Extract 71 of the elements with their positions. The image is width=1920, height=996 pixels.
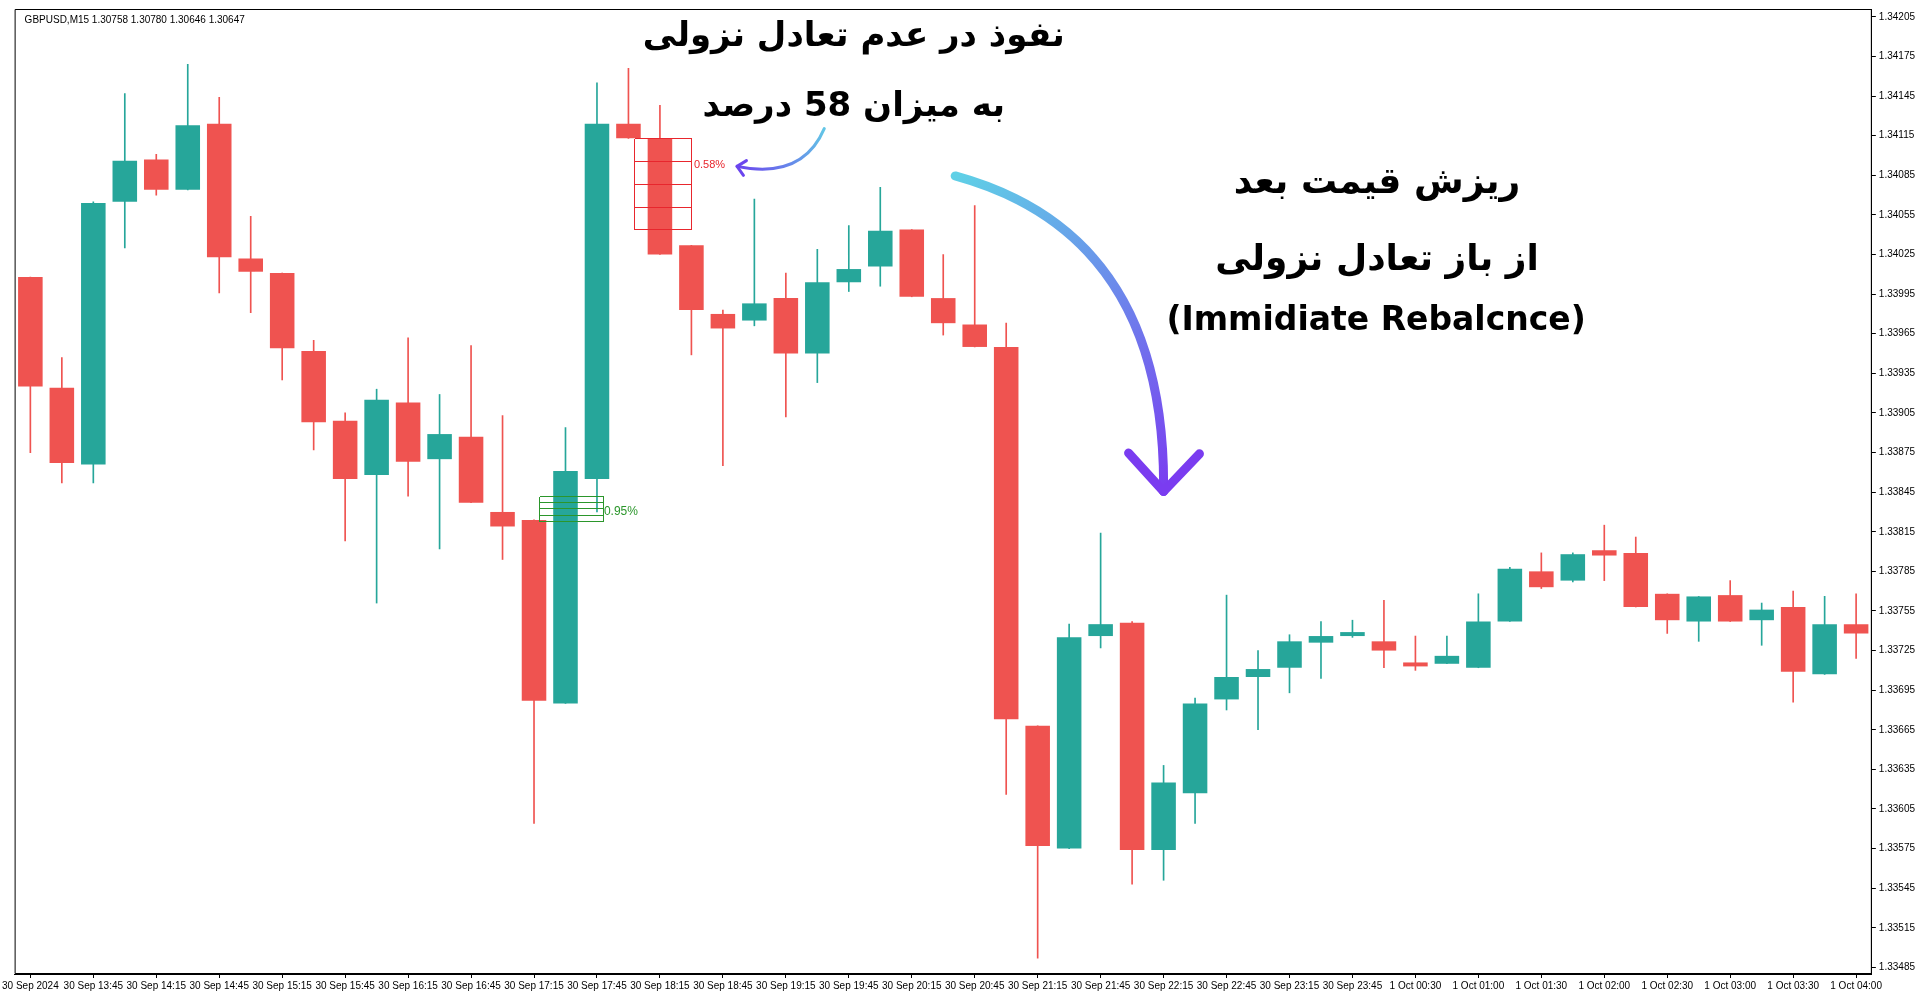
x-tick-label: 30 Sep 19:45 (819, 979, 879, 991)
y-tick-label: 1.33725 (1878, 644, 1916, 656)
x-tick-label: 1 Oct 03:30 (1767, 979, 1820, 991)
x-tick-label: 30 Sep 14:15 (126, 979, 187, 991)
x-tick-label: 1 Oct 00:30 (1389, 979, 1442, 991)
x-tick-label: 30 Sep 20:15 (882, 979, 942, 991)
annotation: 0.95% (603, 504, 639, 519)
y-tick-label: 1.34145 (1878, 89, 1916, 101)
y-tick-label: 1.33635 (1878, 763, 1916, 775)
x-tick-label: 30 Sep 21:15 (1007, 979, 1068, 991)
x-tick-label: 30 Sep 23:45 (1322, 979, 1383, 991)
x-tick-label: 30 Sep 15:15 (252, 979, 313, 991)
x-tick-label: 30 Sep 2024 (2, 979, 60, 991)
y-tick-label: 1.33545 (1878, 881, 1916, 893)
x-tick-label: 30 Sep 15:45 (315, 979, 376, 991)
y-tick-label: 1.34085 (1878, 169, 1916, 181)
y-tick-label: 1.33995 (1878, 287, 1916, 299)
y-tick-label: 1.34055 (1878, 208, 1916, 220)
y-tick-label: 1.33485 (1878, 961, 1916, 973)
x-tick-label: 1 Oct 03:00 (1704, 979, 1757, 991)
y-tick-label: 1.33605 (1878, 802, 1916, 814)
y-tick-label: 1.33755 (1878, 604, 1916, 616)
candlestick (1749, 602, 1774, 646)
x-tick-label: 1 Oct 02:30 (1641, 979, 1694, 991)
y-tick-label: 1.33965 (1878, 327, 1916, 339)
candlestick (1592, 524, 1617, 581)
x-tick-label: 30 Sep 13:45 (63, 979, 124, 991)
annotation: 0.58% (693, 158, 726, 171)
x-tick-label: 30 Sep 22:45 (1196, 979, 1257, 991)
y-tick-label: 1.33575 (1878, 842, 1916, 854)
y-tick-label: 1.33665 (1878, 723, 1916, 735)
candlestick (1371, 600, 1397, 669)
text: GBPUSD,M15 1.30758 1.30780 1.30646 1.30647 (24, 13, 246, 25)
x-tick-label: 30 Sep 18:45 (693, 979, 754, 991)
annotation: (Immidiate Rebalcnce) (1166, 299, 1586, 339)
candlestick (962, 205, 987, 348)
y-tick-label: 1.33695 (1878, 683, 1916, 695)
x-tick-label: 30 Sep 21:45 (1070, 979, 1131, 991)
x-tick-label: 30 Sep 16:45 (441, 979, 502, 991)
candlestick (1308, 621, 1334, 679)
y-tick-label: 1.33905 (1878, 406, 1916, 418)
x-tick-label: 1 Oct 01:00 (1452, 979, 1505, 991)
x-tick-label: 30 Sep 14:45 (189, 979, 250, 991)
y-tick-label: 1.33515 (1878, 921, 1916, 933)
y-tick-label: 1.34115 (1878, 129, 1915, 141)
x-tick-label: 30 Sep 22:15 (1133, 979, 1194, 991)
candlestick (710, 309, 736, 467)
y-tick-label: 1.33815 (1878, 525, 1916, 537)
annotation: ریزش قیمت بعد از باز تعادل نزولی (1215, 160, 1539, 280)
y-tick-label: 1.34175 (1878, 50, 1916, 62)
x-tick-label: 1 Oct 02:00 (1578, 979, 1631, 991)
y-tick-label: 1.34205 (1878, 10, 1916, 22)
annotation: نفوذ در عدم تعادل نزولی به میزان 58 درصد (642, 13, 1065, 126)
candlestick (836, 225, 862, 292)
y-tick-label: 1.33845 (1878, 485, 1916, 497)
x-tick-label: 30 Sep 23:15 (1259, 979, 1320, 991)
y-tick-label: 1.33785 (1878, 565, 1916, 577)
x-tick-label: 30 Sep 16:15 (378, 979, 439, 991)
candlestick (1245, 650, 1271, 731)
y-tick-label: 1.33875 (1878, 446, 1916, 458)
y-tick-label: 1.34025 (1878, 248, 1916, 260)
x-tick-label: 30 Sep 19:15 (756, 979, 817, 991)
y-tick-label: 1.33935 (1878, 367, 1916, 379)
candlestick (238, 215, 263, 313)
x-tick-label: 1 Oct 04:00 (1830, 979, 1883, 991)
x-tick-label: 30 Sep 17:45 (567, 979, 628, 991)
x-tick-label: 30 Sep 18:15 (630, 979, 691, 991)
candlestick (1843, 593, 1869, 659)
x-tick-label: 1 Oct 01:30 (1515, 979, 1568, 991)
x-tick-label: 30 Sep 17:15 (504, 979, 565, 991)
x-tick-label: 30 Sep 20:45 (944, 979, 1005, 991)
